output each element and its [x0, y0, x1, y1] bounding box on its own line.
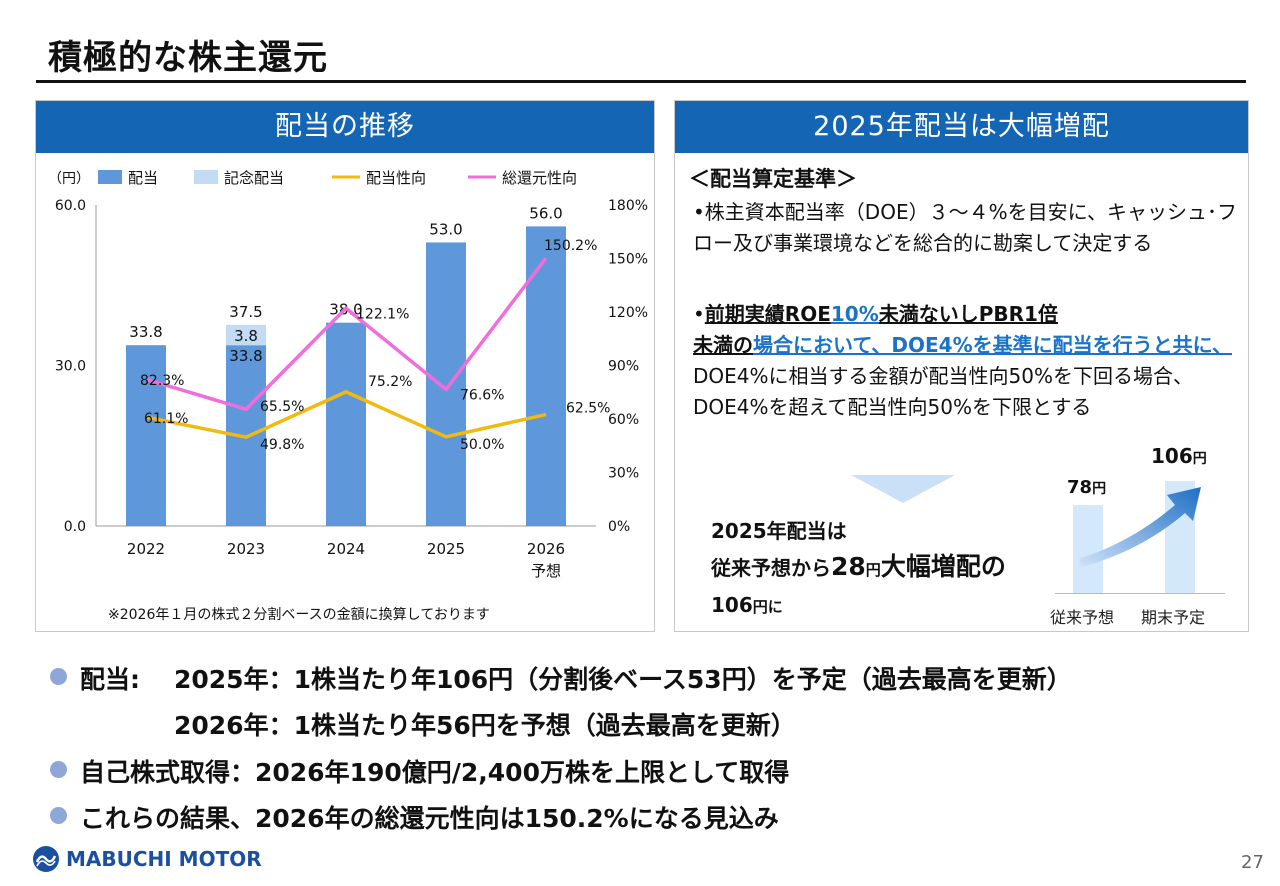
- result-a: 従来予想から: [711, 556, 831, 580]
- mini-bar-forecast: [1073, 505, 1103, 593]
- company-logo: MABUCHI MOTOR: [32, 845, 262, 873]
- logo-text: MABUCHI MOTOR: [66, 847, 262, 871]
- y-tick-right: 30%: [608, 466, 639, 482]
- page-title: 積極的な株主還元: [48, 38, 328, 78]
- mabuchi-logo-icon: [33, 846, 59, 872]
- criteria-roe-text-d: 未満の: [693, 333, 753, 357]
- criteria-roe: •前期実績ROE10%未満ないしPBR1倍未満の場合において、DOE4%を基準に…: [693, 299, 1238, 423]
- legend-label: 総還元性向: [502, 169, 577, 187]
- mini-value-planned: 106円: [1151, 444, 1207, 468]
- total-return-label: 82.3%: [140, 373, 184, 389]
- bullet-dot: [50, 668, 67, 685]
- bullet-dividend-2025: 2025年：1株当たり年106円（分割後ベース53円）を予定（過去最高を更新）: [174, 665, 1072, 694]
- result-line2: 従来予想から28円大幅増配の: [711, 549, 1006, 588]
- result-d: 大幅増配の: [880, 552, 1006, 581]
- dividend-increase-panel: 2025年配当は大幅増配 ＜配当算定基準＞ •株主資本配当率（DOE）３～４%を…: [674, 100, 1249, 632]
- bar-total-label: 53.0: [429, 220, 462, 238]
- legend-label: 記念配当: [224, 169, 284, 187]
- result-b: 28: [831, 552, 866, 581]
- legend-swatch: [194, 170, 218, 184]
- bar-inner-label: 33.8: [229, 347, 262, 365]
- page-number: 27: [1241, 852, 1264, 873]
- growth-arrow-icon: [1079, 487, 1201, 567]
- x-tick-label: 2026: [527, 540, 565, 558]
- mini-label-planned: 期末予定: [1141, 608, 1206, 627]
- commemorative-bar: [226, 324, 266, 346]
- x-tick-label: 2024: [327, 540, 365, 558]
- total-return-label: 76.6%: [460, 387, 504, 403]
- bullet-buyback: 自己株式取得：2026年190億円/2,400万株を上限として取得: [80, 758, 790, 787]
- criteria-roe-bullet: •: [693, 302, 705, 326]
- y-tick-right: 150%: [608, 252, 648, 268]
- dividend-bar: [126, 345, 166, 526]
- criteria-roe-text-b: 10%: [830, 302, 879, 326]
- payout-label: 61.1%: [144, 411, 188, 427]
- bullet-dividend-label: 配当:: [80, 665, 140, 694]
- dividend-chart: （円） 配当 記念配当 配当性向 総還元性向 0.0 30.0 60.0 0% 30% 60% 90%…: [48, 169, 648, 580]
- payout-label: 49.8%: [260, 437, 304, 453]
- down-arrow-icon: [851, 475, 955, 503]
- criteria-doe: •株主資本配当率（DOE）３～４%を目安に、キャッシュ･フロー及び事業環境などを…: [693, 200, 1237, 255]
- result-text: 2025年配当は 従来予想から28円大幅増配の 106円に: [711, 514, 1006, 625]
- mini-value-forecast-num: 78: [1067, 477, 1093, 498]
- y-tick-right: 90%: [608, 359, 639, 375]
- bar-total-label: 56.0: [529, 204, 562, 222]
- criteria-roe-text-a: 前期実績ROE: [704, 302, 831, 326]
- y-tick-right: 120%: [608, 305, 648, 321]
- y-tick-left: 60.0: [55, 198, 86, 214]
- y-tick-right: 60%: [608, 412, 639, 428]
- x-tick-label: 2025: [427, 540, 465, 558]
- dividend-bar: [426, 242, 466, 526]
- legend-swatch: [98, 170, 122, 184]
- payout-label: 62.5%: [566, 401, 610, 417]
- payout-label: 75.2%: [368, 374, 412, 390]
- bullet-dot: [50, 807, 67, 824]
- payout-label: 50.0%: [460, 437, 504, 453]
- bar-total-label: 33.8: [129, 323, 162, 341]
- bullet-dividend-2026: 2026年：1株当たり年56円を予想（過去最高を更新）: [174, 711, 796, 740]
- result-e: 106: [711, 593, 753, 617]
- criteria-roe-text-c: 未満ないしPBR1倍: [878, 302, 1058, 326]
- payout-ratio-line: [145, 390, 547, 439]
- x-tick-label: 2022: [127, 540, 165, 558]
- bullet-dot: [50, 761, 67, 778]
- result-line3: 106円に: [711, 588, 1006, 625]
- dividend-bar: [326, 322, 366, 526]
- result-line1: 2025年配当は: [711, 519, 847, 543]
- criteria-roe-text-e: 場合において、DOE4%を基準に配当を行うと共に、: [753, 333, 1233, 357]
- bullet-total-return: これらの結果、2026年の総還元性向は150.2%になる見込み: [80, 804, 779, 833]
- total-return-label: 150.2%: [544, 238, 597, 254]
- split-note: ※2026年１月の株式２分割ベースの金額に換算しております: [108, 607, 490, 623]
- y-tick-right: 180%: [608, 198, 648, 214]
- result-c: 円: [865, 561, 881, 579]
- dividend-bar: [526, 226, 566, 526]
- mini-value-forecast-unit: 円: [1092, 481, 1107, 497]
- dividend-trend-header: 配当の推移: [36, 101, 654, 153]
- mini-value-planned-num: 106: [1151, 444, 1193, 468]
- criteria-title: ＜配当算定基準＞: [689, 167, 857, 191]
- x-tick-sublabel: 予想: [531, 562, 561, 580]
- y-unit-label: （円）: [48, 171, 90, 187]
- result-f: 円に: [752, 598, 783, 616]
- mini-baseline: [1055, 593, 1225, 594]
- total-return-label: 122.1%: [356, 306, 409, 322]
- y-tick-left: 0.0: [64, 519, 86, 535]
- total-return-line: [145, 257, 548, 411]
- bar-total-label: 37.5: [229, 303, 262, 321]
- total-return-label: 65.5%: [260, 399, 304, 415]
- y-tick-right: 0%: [608, 519, 630, 535]
- mini-label-forecast: 従来予想: [1050, 608, 1115, 627]
- dividend-increase-header: 2025年配当は大幅増配: [675, 101, 1248, 153]
- y-tick-left: 30.0: [55, 359, 86, 375]
- stack-label: 3.8: [234, 327, 258, 345]
- mini-value-forecast: 78円: [1067, 477, 1106, 498]
- x-tick-label: 2023: [227, 540, 265, 558]
- legend-label: 配当: [128, 169, 158, 187]
- legend-label: 配当性向: [366, 169, 426, 187]
- title-rule: [36, 80, 1246, 83]
- mini-value-planned-unit: 円: [1192, 451, 1207, 467]
- criteria-roe-text-f: DOE4%に相当する金額が配当性向50%を下回る場合、DOE4%を超えて配当性向…: [693, 364, 1193, 419]
- dividend-trend-panel: 配当の推移 （円） 配当 記念配当 配当性向 総還元性向 0.0 30.0 60.0 0% 30%…: [35, 100, 655, 632]
